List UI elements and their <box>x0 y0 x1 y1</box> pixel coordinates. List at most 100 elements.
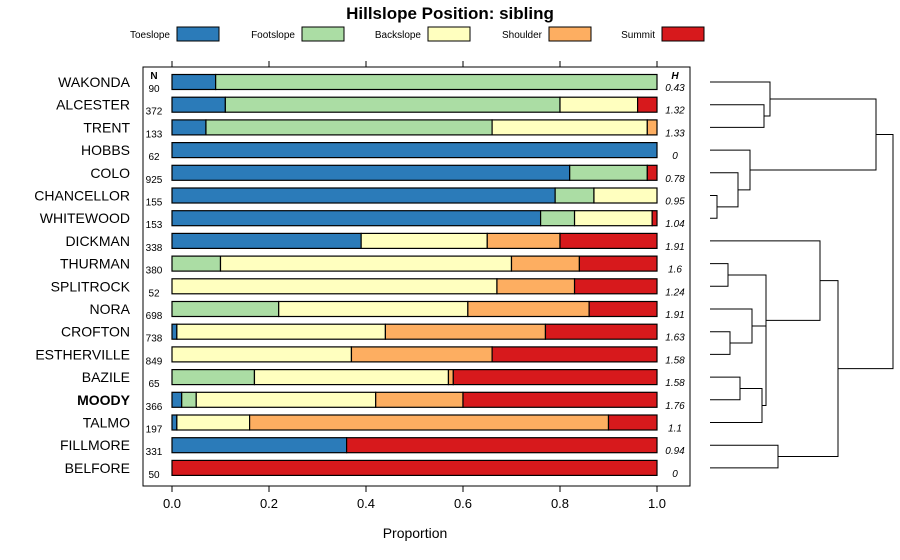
bar-splitrock-backslope <box>171 278 498 295</box>
dendrogram-link <box>710 149 751 191</box>
bar-colo-toeslope <box>171 164 571 181</box>
dendrogram-link <box>710 172 739 208</box>
x-tick-label: 0.8 <box>551 496 569 511</box>
row-labels: WAKONDA ALCESTER TRENT HOBBS COLO CHANCELLOR W… <box>34 74 130 476</box>
n-value-nora: 698 <box>146 311 163 322</box>
h-header: H <box>671 71 679 82</box>
h-value-alcester: 1.32 <box>665 106 685 117</box>
h-value-bazile: 1.58 <box>665 378 685 389</box>
bar-thurman-backslope <box>219 255 513 272</box>
row-label-estherville: ESTHERVILLE <box>35 346 130 362</box>
row-label-splitrock: SPLITROCK <box>51 278 131 294</box>
n-value-splitrock: 52 <box>148 288 160 299</box>
bar-talmo-backslope <box>176 414 251 431</box>
n-value-alcester: 372 <box>146 107 163 118</box>
dendrogram-link <box>750 98 877 171</box>
n-value-wakonda: 90 <box>148 84 160 95</box>
dendrogram-link <box>728 274 767 366</box>
bar-estherville-backslope <box>171 346 353 363</box>
n-value-chancellor: 155 <box>146 198 163 209</box>
bar-nora-shoulder <box>467 300 590 318</box>
bar-whitewood-summit <box>651 210 658 227</box>
legend-swatch-shoulder <box>548 26 592 42</box>
bar-moody-shoulder <box>375 391 464 408</box>
x-axis-title: Proportion <box>383 525 448 541</box>
h-value-estherville: 1.58 <box>665 355 685 366</box>
dendrogram-link <box>710 308 753 344</box>
h-value-whitewood: 1.04 <box>665 219 685 230</box>
row-label-belfore: BELFORE <box>65 460 130 476</box>
legend-swatch-footslope <box>301 26 345 42</box>
n-header: N <box>150 71 157 82</box>
dendrogram-link <box>710 387 763 423</box>
bar-trent-toeslope <box>171 119 207 136</box>
bar-colo-footslope <box>569 164 648 181</box>
dendrogram-link <box>710 444 779 469</box>
bar-whitewood-footslope <box>539 210 576 227</box>
legend-swatch-summit <box>661 26 705 42</box>
n-value-colo: 925 <box>146 175 163 186</box>
row-label-hobbs: HOBBS <box>81 142 130 158</box>
row-label-thurman: THURMAN <box>60 256 130 272</box>
h-labels: 0.43 1.32 1.33 0 0.78 0.95 1.04 1.91 1.6 1.24 1.91… <box>665 83 685 480</box>
bar-belfore-summit <box>171 459 658 476</box>
x-axis: 0.0 0.2 0.4 0.6 0.8 1.0 <box>163 61 666 511</box>
n-value-belfore: 50 <box>148 470 160 481</box>
h-value-chancellor: 0.95 <box>665 197 685 208</box>
bar-dickman-toeslope <box>171 232 362 249</box>
x-tick-label: 0.2 <box>260 496 278 511</box>
bar-fillmore-toeslope <box>171 437 348 454</box>
bar-chancellor-footslope <box>554 187 595 204</box>
dendrogram-link <box>710 104 765 128</box>
x-tick-label: 1.0 <box>648 496 666 511</box>
bar-talmo-toeslope <box>171 414 178 431</box>
n-labels: 90 372 133 62 925 155 153 338 380 52 698 738 849 65 36… <box>146 84 163 481</box>
n-value-fillmore: 331 <box>146 447 163 458</box>
bar-trent-footslope <box>205 119 493 136</box>
h-value-trent: 1.33 <box>665 128 685 139</box>
bar-moody-footslope <box>181 391 197 408</box>
bar-dickman-summit <box>559 232 658 249</box>
bar-fillmore-summit <box>346 437 658 454</box>
bar-bazile-shoulder <box>447 369 454 386</box>
dendrogram-link <box>778 280 839 458</box>
bar-bazile-footslope <box>171 369 256 386</box>
dendrogram-link <box>710 195 718 219</box>
plot-frame <box>142 66 691 487</box>
legend-label-shoulder: Shoulder <box>502 30 543 41</box>
n-value-estherville: 849 <box>146 356 163 367</box>
bar-crofton-summit <box>544 323 658 340</box>
chart-title: Hillslope Position: sibling <box>346 4 554 23</box>
h-value-moody: 1.76 <box>665 401 685 412</box>
row-label-dickman: DICKMAN <box>65 233 130 249</box>
dendrogram-link <box>710 331 731 355</box>
h-value-belfore: 0 <box>672 469 678 480</box>
legend-swatch-backslope <box>427 26 471 42</box>
bar-alcester-footslope <box>224 96 561 113</box>
bar-thurman-summit <box>578 255 658 272</box>
bar-nora-footslope <box>171 300 280 318</box>
bar-splitrock-shoulder <box>496 278 576 295</box>
x-tick-label: 0.6 <box>454 496 472 511</box>
row-label-colo: COLO <box>90 165 130 181</box>
bar-dickman-shoulder <box>486 232 561 249</box>
bar-bazile-backslope <box>253 369 450 386</box>
h-value-nora: 1.91 <box>665 310 684 321</box>
bar-chancellor-backslope <box>593 187 658 204</box>
legend-label-toeslope: Toeslope <box>130 30 170 41</box>
bar-whitewood-toeslope <box>171 210 542 227</box>
dendrogram-link <box>838 133 894 370</box>
bar-colo-summit <box>646 164 658 181</box>
h-value-crofton: 1.63 <box>665 333 685 344</box>
row-label-crofton: CROFTON <box>61 324 130 340</box>
legend: Toeslope Footslope Backslope Shoulder Summit <box>130 26 705 42</box>
legend-label-footslope: Footslope <box>251 30 295 41</box>
legend-label-summit: Summit <box>621 30 655 41</box>
bar-chancellor-toeslope <box>171 187 556 204</box>
n-value-whitewood: 153 <box>146 220 163 231</box>
row-label-moody: MOODY <box>77 392 131 408</box>
row-label-fillmore: FILLMORE <box>60 437 130 453</box>
bar-crofton-toeslope <box>171 323 178 340</box>
dendrogram-link <box>710 81 771 117</box>
